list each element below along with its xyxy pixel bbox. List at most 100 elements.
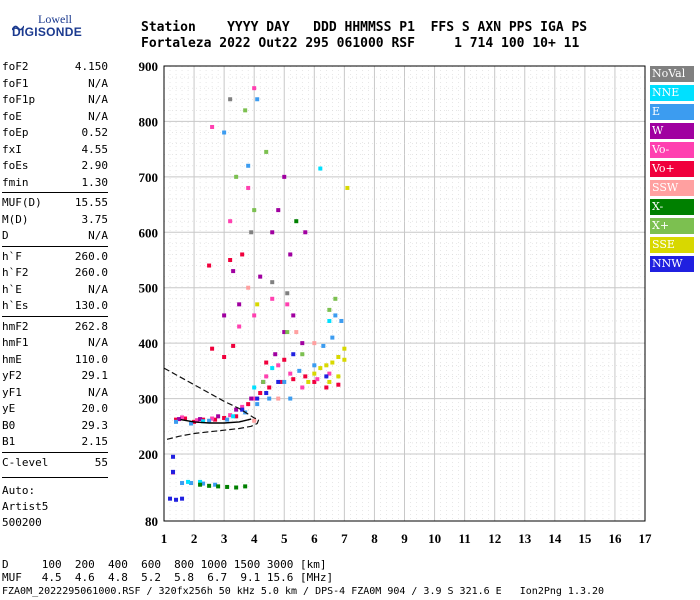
y-tick-labels: 80 200 300 400 500 600 700 800 900	[139, 59, 159, 529]
echo-point	[183, 416, 188, 421]
x-tick-label: 13	[518, 531, 532, 546]
echo-point	[273, 352, 278, 357]
echo-point	[234, 174, 239, 179]
density-profile-line	[163, 367, 260, 441]
echo-point	[198, 479, 203, 484]
param-name: foF1	[2, 76, 29, 90]
echo-point	[174, 419, 179, 424]
echo-point	[276, 379, 281, 384]
auto-program: Artist5	[2, 500, 49, 513]
param-row: h`F2 260.0	[2, 264, 108, 281]
echo-point	[285, 330, 290, 335]
echo-point	[252, 86, 257, 91]
echo-point	[288, 396, 293, 401]
echo-point	[252, 385, 257, 390]
echo-point	[189, 481, 194, 486]
param-row: h`Es 130.0	[2, 297, 108, 314]
echo-point	[228, 97, 233, 102]
echo-point	[252, 396, 257, 401]
param-value: 29.3	[81, 418, 109, 432]
legend-item: Vo-	[650, 142, 694, 158]
param-value: 20.0	[81, 402, 109, 415]
y-tick-label: 300	[139, 392, 159, 407]
echo-point	[180, 496, 185, 501]
param-row: foF1p N/A	[2, 91, 108, 108]
x-tick-label: 4	[251, 531, 258, 546]
echo-point	[336, 374, 341, 379]
param-name: B0	[2, 418, 16, 432]
echo-point	[171, 469, 176, 474]
echo-point	[285, 302, 290, 307]
echo-point	[333, 296, 338, 301]
echo-point	[234, 485, 239, 490]
param-name: h`F	[2, 249, 22, 263]
scaled-parameters: foF2 4.150 foF1 N/A foF1p N/A foE N/A foEp 0.52 fx…	[2, 58, 108, 470]
echo-point	[207, 263, 212, 268]
param-name: hmF1	[2, 336, 29, 349]
echo-point	[228, 413, 233, 418]
echo-point	[225, 417, 230, 422]
param-name: yE	[2, 402, 16, 415]
param-name: h`F2	[2, 266, 29, 279]
legend-item: SSE	[650, 237, 694, 253]
echo-point	[255, 302, 260, 307]
echo-point	[258, 274, 263, 279]
echo-point	[312, 363, 317, 368]
param-row: h`F 260.0	[2, 248, 108, 265]
param-value: 130.0	[74, 299, 108, 312]
param-separator	[2, 192, 108, 193]
param-value: N/A	[88, 336, 108, 349]
param-name: h`E	[2, 282, 22, 296]
echo-point	[324, 385, 329, 390]
logo-wave-icon	[12, 25, 24, 31]
echo-point	[318, 166, 323, 171]
x-tick-label: 2	[191, 531, 198, 546]
echo-point	[249, 396, 254, 401]
x-tick-label: 16	[608, 531, 622, 546]
echo-point	[270, 230, 275, 235]
profile-curve	[163, 367, 260, 441]
param-name: foF1p	[2, 93, 36, 106]
echo-point	[255, 97, 260, 102]
echo-point	[249, 230, 254, 235]
param-name: yF1	[2, 385, 22, 399]
param-value: 262.8	[74, 319, 108, 333]
param-name: MUF(D)	[2, 196, 42, 209]
param-name: foF2	[2, 60, 29, 73]
param-row: foEs 2.90	[2, 157, 108, 174]
param-name: h`Es	[2, 299, 29, 312]
echo-point	[324, 374, 329, 379]
echo-point	[186, 479, 191, 484]
echo-point	[312, 371, 317, 376]
echo-point	[213, 482, 218, 487]
echo-point	[270, 296, 275, 301]
echo-point	[264, 149, 269, 154]
echo-point	[282, 357, 287, 362]
echo-point	[282, 379, 287, 384]
echo-point	[231, 269, 236, 274]
param-value: 55	[94, 455, 108, 469]
echo-point	[321, 343, 326, 348]
param-row: MUF(D) 15.55	[2, 194, 108, 211]
x-tick-label: 6	[311, 531, 318, 546]
param-row: foF2 4.150	[2, 58, 108, 75]
param-row: yE 20.0	[2, 400, 108, 417]
param-name: foE	[2, 109, 22, 123]
echo-point	[246, 163, 251, 168]
legend-item: SSW	[650, 180, 694, 196]
param-value: 29.1	[81, 369, 109, 382]
param-value: 15.55	[74, 196, 108, 209]
echo-point	[312, 379, 317, 384]
echo-point	[276, 363, 281, 368]
param-value: 0.52	[81, 126, 109, 139]
echo-point	[327, 307, 332, 312]
echo-point	[300, 385, 305, 390]
echo-point	[216, 414, 221, 419]
y-tick-label: 80	[145, 514, 158, 529]
echo-point	[339, 318, 344, 323]
footer-file-info: FZA0M_2022295061000.RSF / 320fx256h 50 k…	[2, 586, 605, 597]
x-tick-label: 8	[371, 531, 378, 546]
echo-point	[168, 496, 173, 501]
echo-point	[201, 481, 206, 486]
echo-point	[252, 208, 257, 213]
